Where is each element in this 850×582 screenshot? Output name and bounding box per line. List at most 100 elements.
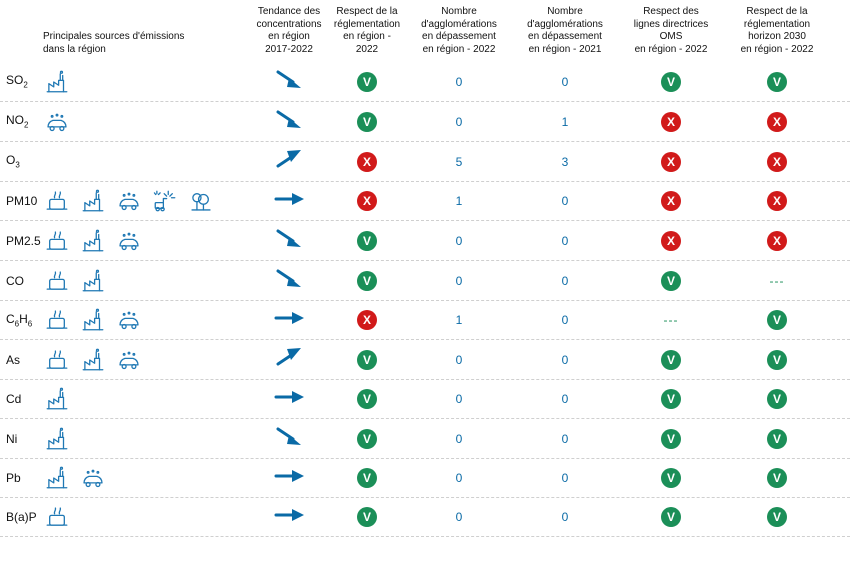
- horizon2030-cell: V: [724, 429, 830, 449]
- pollutant-label: As: [2, 353, 40, 367]
- trend-arrow-icon: [275, 267, 303, 294]
- trend-arrow-icon: [275, 108, 303, 135]
- table-row: CO V 0 0 V ---: [0, 261, 850, 301]
- table-row: PM2.5 V 0 0 X X: [0, 221, 850, 261]
- col-header-compliance: Respect de laréglementationen région - 2…: [328, 6, 406, 56]
- trend-arrow-icon: [275, 346, 303, 373]
- exceed-2022-cell: 0: [406, 353, 512, 367]
- sources-cell: [40, 347, 250, 373]
- car-icon: [116, 307, 142, 333]
- compliance-cell: X: [328, 152, 406, 172]
- table-row: SO2 V 0 0 V V: [0, 62, 850, 102]
- horizon2030-cell: V: [724, 507, 830, 527]
- horizon2030-cell: X: [724, 112, 830, 132]
- compliance-cell: V: [328, 271, 406, 291]
- col-header-trend: Tendance desconcentrationsen région2017-…: [250, 6, 328, 56]
- factory-icon: [80, 307, 106, 333]
- trend-cell: [250, 108, 328, 135]
- pollutant-label: B(a)P: [2, 510, 40, 524]
- heating-icon: [44, 268, 70, 294]
- sources-cell: [40, 228, 250, 254]
- sources-cell: [40, 504, 250, 530]
- trend-cell: [250, 468, 328, 489]
- table-row: Cd V 0 0 V V: [0, 380, 850, 419]
- horizon2030-cell: X: [724, 231, 830, 251]
- horizon2030-cell: X: [724, 152, 830, 172]
- trend-arrow-icon: [274, 389, 304, 410]
- trend-cell: [250, 191, 328, 212]
- heating-icon: [44, 347, 70, 373]
- horizon2030-cell: V: [724, 468, 830, 488]
- sources-cell: [40, 426, 250, 452]
- exceed-2022-cell: 1: [406, 194, 512, 208]
- exceed-2021-cell: 0: [512, 510, 618, 524]
- col-header-oms: Respect deslignes directricesOMSen régio…: [618, 6, 724, 56]
- trend-arrow-icon: [275, 68, 303, 95]
- oms-cell: X: [618, 152, 724, 172]
- horizon2030-cell: V: [724, 389, 830, 409]
- sources-cell: [40, 188, 250, 214]
- pollutant-label: CO: [2, 274, 40, 288]
- pollutant-label: C6H6: [2, 312, 40, 328]
- exceed-2021-cell: 0: [512, 75, 618, 89]
- horizon2030-cell: X: [724, 191, 830, 211]
- horizon2030-cell: V: [724, 310, 830, 330]
- factory-icon: [80, 228, 106, 254]
- compliance-cell: V: [328, 468, 406, 488]
- exceed-2022-cell: 1: [406, 313, 512, 327]
- compliance-cell: X: [328, 310, 406, 330]
- sources-cell: [40, 69, 250, 95]
- exceed-2022-cell: 0: [406, 432, 512, 446]
- table-header-row: Principales sources d'émissionsdans la r…: [0, 0, 850, 62]
- trend-arrow-icon: [274, 507, 304, 528]
- oms-cell: X: [618, 231, 724, 251]
- table-body: SO2 V 0 0 V V NO2 V 0 1 X X O3 X 5 3 X X…: [0, 62, 850, 537]
- table-row: PM10 X 1 0 X X: [0, 182, 850, 221]
- heating-icon: [44, 504, 70, 530]
- car-icon: [80, 465, 106, 491]
- pollutant-label: PM2.5: [2, 234, 40, 248]
- agri-icon: [152, 188, 178, 214]
- sources-cell: [40, 109, 250, 135]
- sources-cell: [40, 386, 250, 412]
- table-row: B(a)P V 0 0 V V: [0, 498, 850, 537]
- exceed-2021-cell: 3: [512, 155, 618, 169]
- oms-cell: V: [618, 72, 724, 92]
- col-header-exceed-2022: Nombred'agglomérationsen dépassementen r…: [406, 6, 512, 56]
- table-row: O3 X 5 3 X X: [0, 142, 850, 182]
- oms-cell: V: [618, 507, 724, 527]
- heating-icon: [44, 307, 70, 333]
- exceed-2022-cell: 5: [406, 155, 512, 169]
- compliance-cell: V: [328, 112, 406, 132]
- oms-cell: V: [618, 350, 724, 370]
- compliance-cell: X: [328, 191, 406, 211]
- pollutant-label: Pb: [2, 471, 40, 485]
- trend-cell: [250, 310, 328, 331]
- pollutant-label: O3: [2, 153, 40, 169]
- oms-cell: ---: [618, 313, 724, 327]
- trend-arrow-icon: [275, 425, 303, 452]
- pollutant-label: Cd: [2, 392, 40, 406]
- factory-icon: [44, 386, 70, 412]
- pollutant-label: Ni: [2, 432, 40, 446]
- trend-cell: [250, 148, 328, 175]
- exceed-2021-cell: 0: [512, 313, 618, 327]
- heating-icon: [44, 188, 70, 214]
- exceed-2021-cell: 0: [512, 234, 618, 248]
- col-header-h2030: Respect de laréglementationhorizon 2030e…: [724, 6, 830, 56]
- trend-cell: [250, 227, 328, 254]
- trend-cell: [250, 425, 328, 452]
- exceed-2021-cell: 0: [512, 194, 618, 208]
- compliance-cell: V: [328, 231, 406, 251]
- table-row: NO2 V 0 1 X X: [0, 102, 850, 142]
- pollutant-label: NO2: [2, 113, 40, 129]
- car-icon: [116, 188, 142, 214]
- air-quality-table: Principales sources d'émissionsdans la r…: [0, 0, 850, 537]
- exceed-2022-cell: 0: [406, 234, 512, 248]
- col-header-sources: Principales sources d'émissionsdans la r…: [40, 31, 250, 56]
- trend-arrow-icon: [274, 310, 304, 331]
- table-row: As V 0 0 V V: [0, 340, 850, 380]
- exceed-2021-cell: 0: [512, 471, 618, 485]
- horizon2030-cell: V: [724, 350, 830, 370]
- exceed-2022-cell: 0: [406, 471, 512, 485]
